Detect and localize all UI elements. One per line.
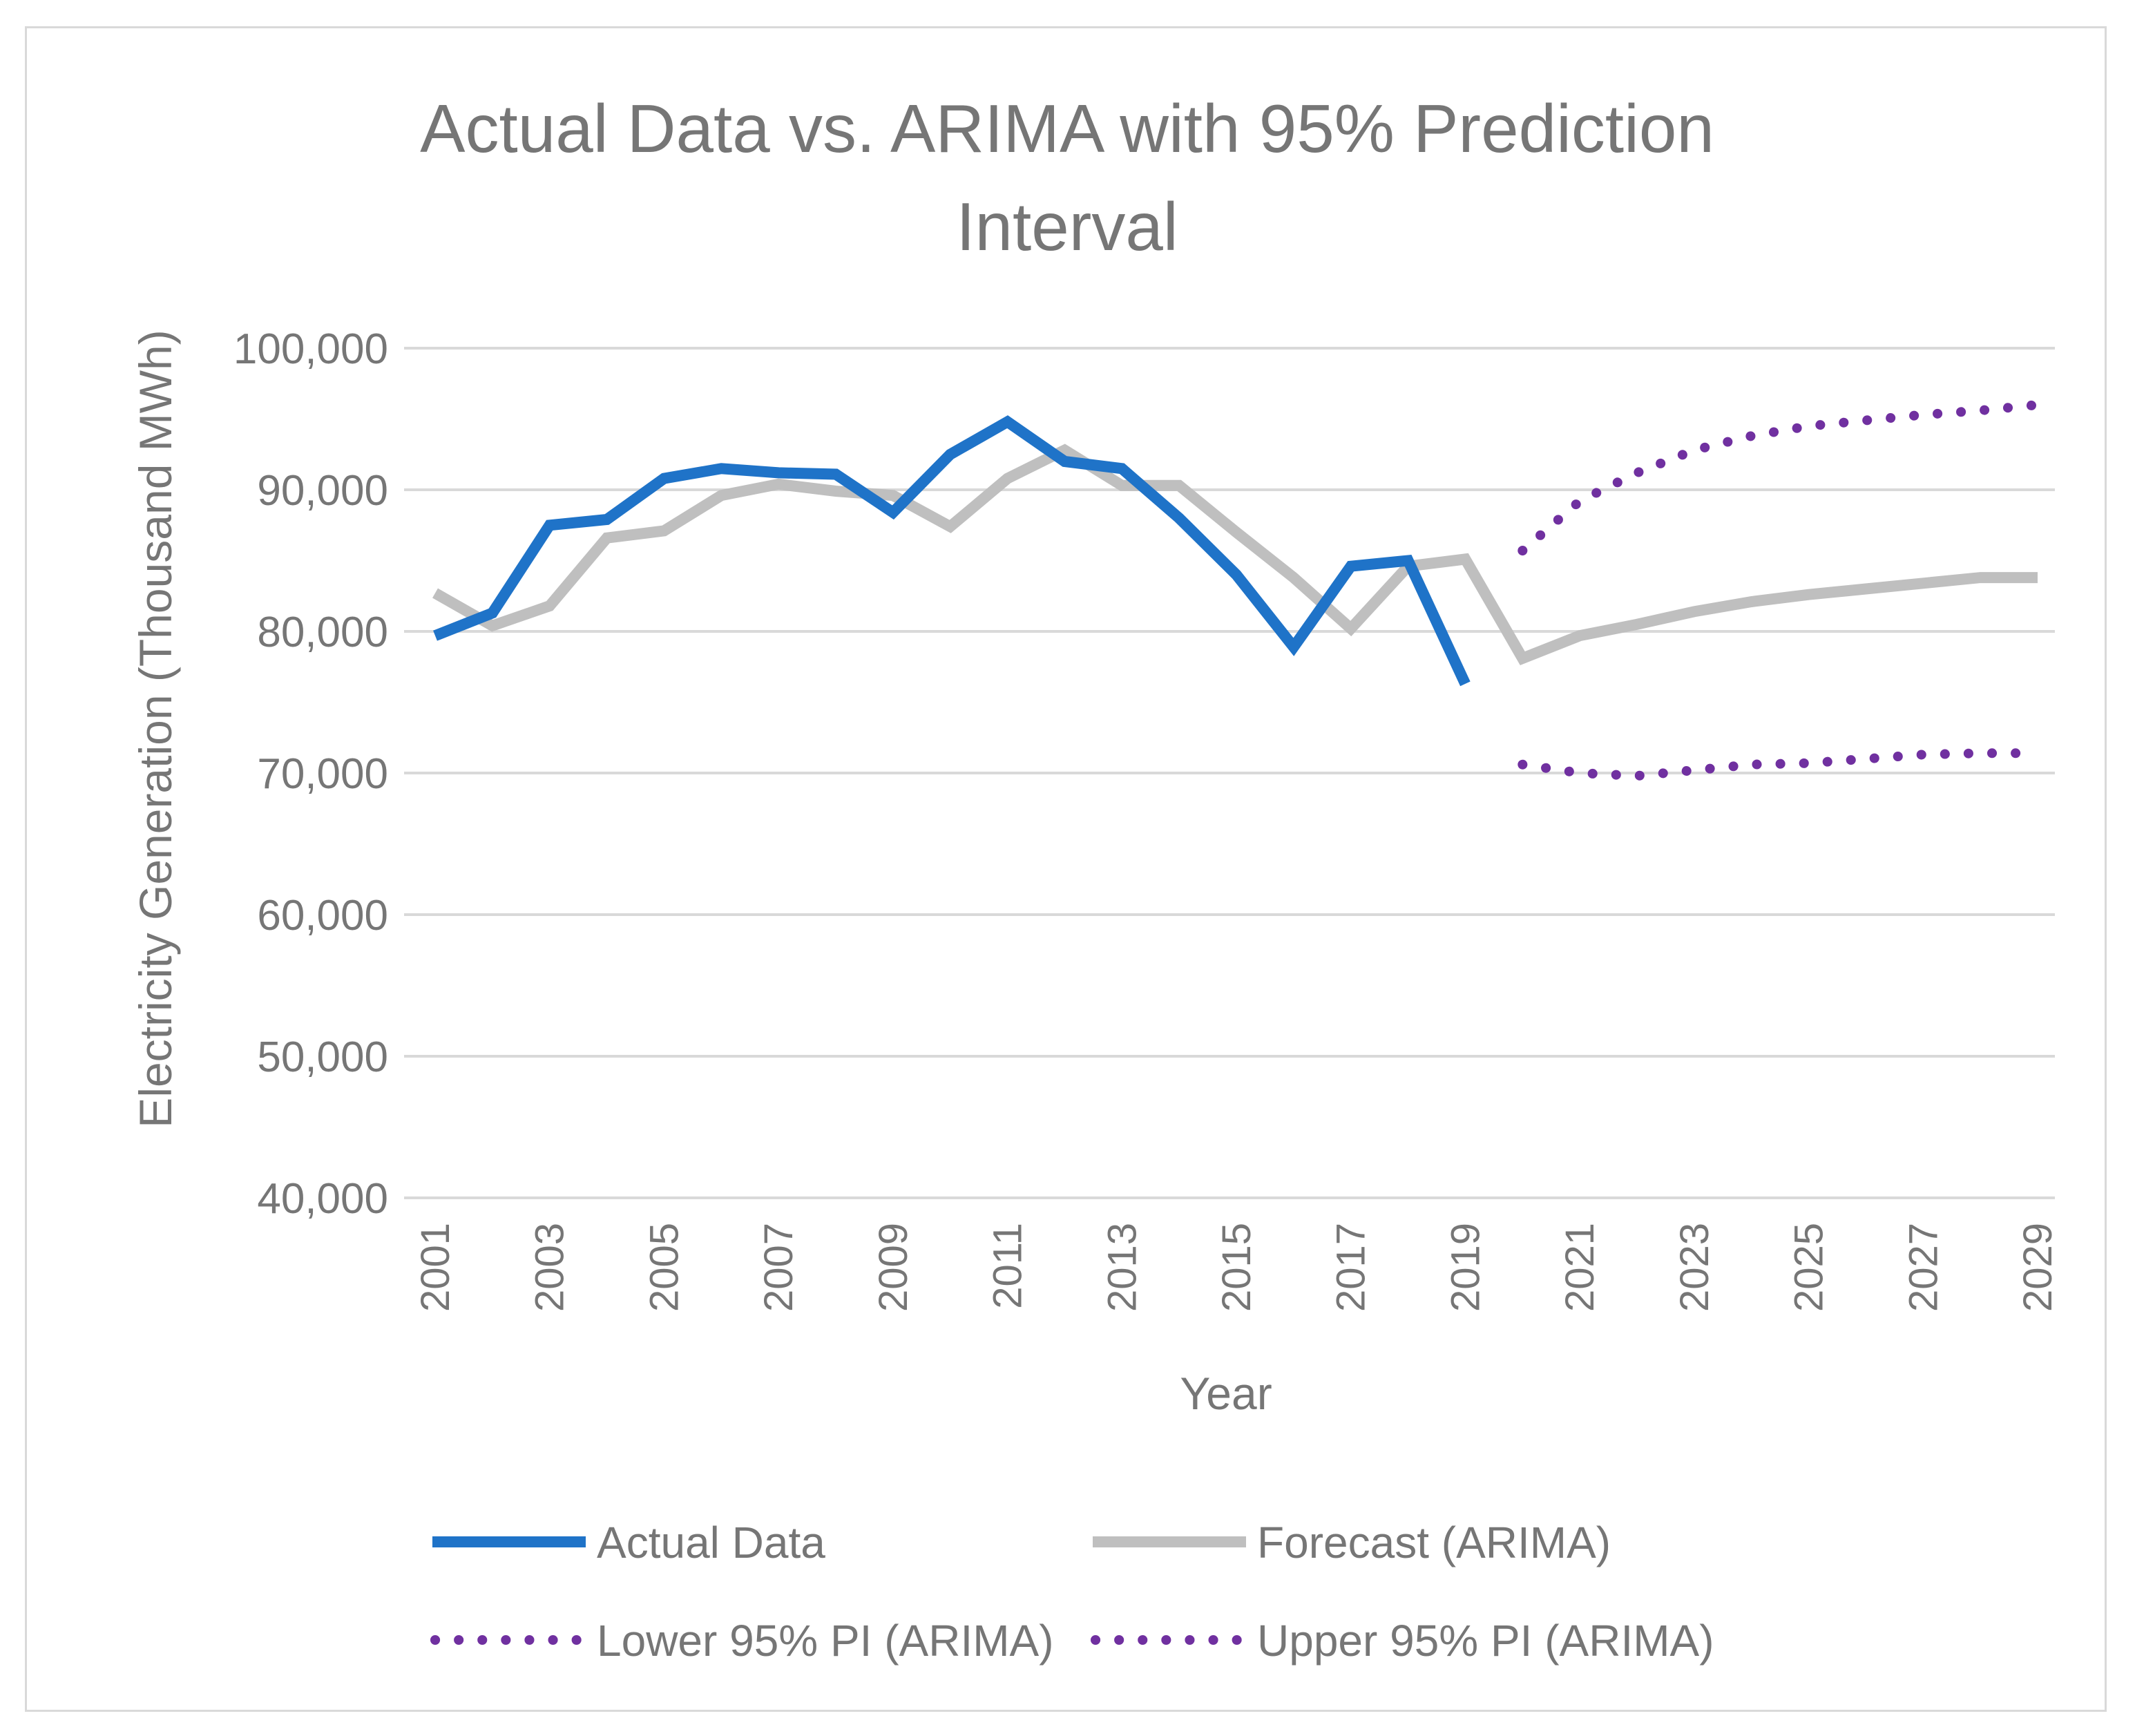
x-tick-label: 2013 [1100, 1223, 1145, 1312]
x-tick-label: 2015 [1214, 1223, 1259, 1312]
x-tick-label: 2027 [1901, 1223, 1946, 1312]
legend-item-lower[interactable]: Lower 95% PI (ARIMA) [430, 1616, 1054, 1666]
y-tick-label: 40,000 [257, 1175, 388, 1223]
x-axis-label: Year [1180, 1368, 1272, 1419]
legend-label-forecast: Forecast (ARIMA) [1257, 1518, 1611, 1567]
series-line-lower-pi [1518, 748, 2042, 781]
x-tick-label: 2019 [1443, 1223, 1488, 1312]
legend: Actual Data Forecast (ARIMA) Lower 95% P… [430, 1518, 1714, 1666]
x-tick-label: 2003 [528, 1223, 573, 1312]
gridlines [404, 347, 2055, 1199]
series-line-upper-pi [1518, 400, 2042, 556]
x-tick-label: 2017 [1329, 1223, 1374, 1312]
series-line-actual [433, 415, 1471, 687]
y-axis-tick-labels: 40,000 50,000 60,000 70,000 80,000 90,000 100,… [233, 325, 388, 1223]
x-tick-label: 2029 [2016, 1223, 2060, 1312]
chart-title-line-1: Actual Data vs. ARIMA with 95% Predictio… [420, 90, 1714, 166]
legend-label-actual: Actual Data [597, 1518, 825, 1567]
x-tick-label: 2001 [413, 1223, 458, 1312]
legend-item-upper[interactable]: Upper 95% PI (ARIMA) [1091, 1616, 1714, 1666]
y-tick-label: 60,000 [257, 892, 388, 939]
x-tick-label: 2021 [1558, 1223, 1602, 1312]
legend-label-upper: Upper 95% PI (ARIMA) [1257, 1616, 1714, 1666]
y-tick-label: 70,000 [257, 750, 388, 798]
y-axis-label: Electricity Generation (Thousand MWh) [130, 330, 181, 1127]
x-tick-label: 2011 [986, 1223, 1031, 1309]
x-tick-label: 2005 [642, 1223, 687, 1312]
legend-label-lower: Lower 95% PI (ARIMA) [597, 1616, 1054, 1666]
chart-title-line-2: Interval [956, 189, 1178, 265]
x-tick-label: 2009 [871, 1223, 916, 1312]
x-tick-label: 2007 [756, 1223, 801, 1312]
x-tick-label: 2025 [1787, 1223, 1832, 1312]
x-axis-tick-labels: 2001 2003 2005 2007 2009 2011 2013 2015 2017 2019… [413, 1223, 2060, 1312]
y-tick-label: 90,000 [257, 467, 388, 515]
series-layer [432, 400, 2042, 781]
legend-item-actual[interactable]: Actual Data [432, 1518, 825, 1567]
legend-item-forecast[interactable]: Forecast (ARIMA) [1093, 1518, 1611, 1567]
chart-frame [25, 26, 2107, 1712]
y-tick-label: 80,000 [257, 609, 388, 656]
series-line-forecast [432, 443, 2038, 665]
y-tick-label: 100,000 [233, 325, 388, 373]
x-tick-label: 2023 [1672, 1223, 1717, 1312]
y-tick-label: 50,000 [257, 1033, 388, 1081]
